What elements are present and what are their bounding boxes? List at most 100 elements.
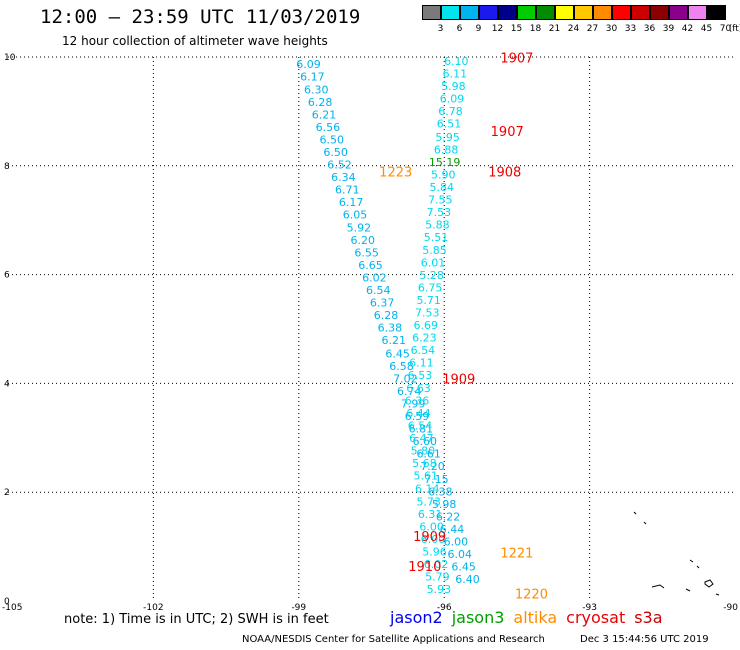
- color-scale-label: (ft): [728, 24, 740, 34]
- wave-height-point: 5.96: [422, 545, 447, 558]
- color-swatch: [612, 5, 631, 20]
- pass-time-label: 1908: [488, 166, 521, 181]
- wave-height-point: 6.01: [421, 256, 446, 269]
- wave-height-point: 6.47: [409, 432, 434, 445]
- wave-height-point: 6.88: [434, 143, 459, 156]
- pass-time-label: 1221: [500, 546, 533, 561]
- coastline-segment: [696, 565, 700, 569]
- wave-height-point: 7.99: [401, 397, 426, 410]
- color-scale-label: 3: [437, 24, 444, 34]
- chart-title: 12:00 – 23:59 UTC 11/03/2019: [40, 6, 361, 28]
- color-scale-label: 42: [681, 24, 694, 34]
- wave-height-point: 5.71: [416, 294, 441, 307]
- y-tick-label: 4: [4, 379, 10, 389]
- wave-height-point: 6.69: [414, 319, 439, 332]
- x-tick-label: -105: [2, 603, 22, 613]
- color-scale-label: 6: [456, 24, 463, 34]
- wave-height-point: 6.02: [362, 272, 387, 285]
- chart-subtitle: 12 hour collection of altimeter wave hei…: [62, 34, 328, 48]
- wave-height-point: 6.54: [411, 344, 436, 357]
- x-tick-label: -99: [291, 603, 306, 613]
- color-scale-label: 33: [624, 24, 637, 34]
- wave-height-point: 6.00: [421, 533, 446, 546]
- wave-height-point: 6.09: [440, 93, 465, 106]
- color-swatch: [555, 5, 574, 20]
- wave-height-point: 6.17: [339, 196, 364, 209]
- wave-height-point: 6.44: [440, 523, 465, 536]
- satellite-label: s3a: [634, 608, 663, 627]
- color-swatch: [574, 5, 593, 20]
- wave-height-point: 6.63: [406, 382, 431, 395]
- wave-height-point: 6.53: [408, 369, 433, 382]
- wave-height-point: 6.51: [437, 118, 462, 131]
- satellite-legend: jason2 jason3 altika cryosat s3a: [390, 608, 672, 627]
- pass-time-label: 1909: [413, 530, 446, 545]
- color-scale-label: 9: [475, 24, 482, 34]
- y-tick-label: 10: [4, 53, 16, 63]
- coastline-segment: [689, 559, 694, 563]
- wave-height-point: 6.14: [415, 483, 440, 496]
- wave-height-point: 6.75: [418, 281, 443, 294]
- pass-time-label: 1907: [491, 125, 524, 140]
- wave-height-point: 6.00: [444, 536, 469, 549]
- color-scale-label: 21: [548, 24, 561, 34]
- wave-height-point: 6.55: [354, 247, 379, 260]
- wave-height-point: 6.54: [366, 284, 391, 297]
- coastline-segment: [651, 584, 665, 589]
- color-scale-label: 70: [719, 24, 732, 34]
- wave-height-point: 6.45: [385, 347, 410, 360]
- satellite-label: altika: [513, 608, 558, 627]
- coastline-segment: [643, 521, 647, 525]
- wave-height-point: 5.28: [419, 269, 444, 282]
- wave-height-point: 6.40: [455, 573, 480, 586]
- wave-height-point: 5.98: [432, 498, 457, 511]
- color-swatch: [669, 5, 688, 20]
- wave-height-point: 6.74: [397, 385, 422, 398]
- coastline-segment: [685, 588, 691, 592]
- wave-height-point: 5.85: [422, 244, 447, 257]
- color-scale-label: 24: [567, 24, 580, 34]
- color-swatch: [593, 5, 612, 20]
- color-swatch: [517, 5, 536, 20]
- wave-height-point: 5.93: [427, 583, 452, 596]
- wave-height-point: 6.60: [413, 435, 438, 448]
- color-scale-label: 45: [700, 24, 713, 34]
- satellite-label: cryosat: [566, 608, 626, 627]
- axis-ticks: 0 2 4 6 8 10 -105 -102 -99 -96 -93 -90: [2, 53, 738, 613]
- wave-height-point: 6.44: [406, 407, 431, 420]
- color-swatch: [688, 5, 707, 20]
- wave-height-point: 6.23: [412, 332, 437, 345]
- wave-height-point: 6.31: [418, 508, 443, 521]
- wave-height-point: 6.09: [296, 58, 321, 71]
- wave-height-point: 6.17: [300, 70, 325, 83]
- wave-height-point: 5.61: [414, 470, 439, 483]
- wave-height-point: 5.84: [430, 181, 455, 194]
- wave-height-point: 6.37: [370, 297, 395, 310]
- wave-height-point: 6.54: [408, 420, 433, 433]
- color-swatch: [631, 5, 650, 20]
- color-scale-label: 39: [662, 24, 675, 34]
- wave-height-point: 5.92: [347, 222, 372, 235]
- wave-height-point: 6.20: [351, 234, 376, 247]
- wave-height-point: 6.02: [424, 558, 449, 571]
- color-swatch: [498, 5, 517, 20]
- wave-height-point: 7.15: [424, 473, 449, 486]
- color-swatch: [479, 5, 498, 20]
- coastline-segment: [633, 511, 637, 515]
- wave-height-point: 6.04: [447, 548, 472, 561]
- wave-height-point: 6.11: [409, 357, 434, 370]
- wave-height-point: 6.10: [444, 55, 469, 68]
- wave-height-point: 5.90: [431, 168, 456, 181]
- coastline-segment: [715, 593, 720, 596]
- wave-height-point: 6.38: [378, 322, 403, 335]
- wave-height-point: 6.65: [358, 259, 383, 272]
- y-tick-label: 0: [4, 597, 10, 607]
- pass-time-label: 1910: [408, 560, 441, 575]
- wave-height-point: 6.59: [405, 410, 430, 423]
- footer-note: note: 1) Time is in UTC; 2) SWH is in fe…: [64, 612, 329, 627]
- color-scale-label: 12: [491, 24, 504, 34]
- x-tick-label: -90: [723, 603, 738, 613]
- wave-height-point: 6.11: [443, 68, 468, 81]
- wave-height-point: 6.45: [451, 561, 476, 574]
